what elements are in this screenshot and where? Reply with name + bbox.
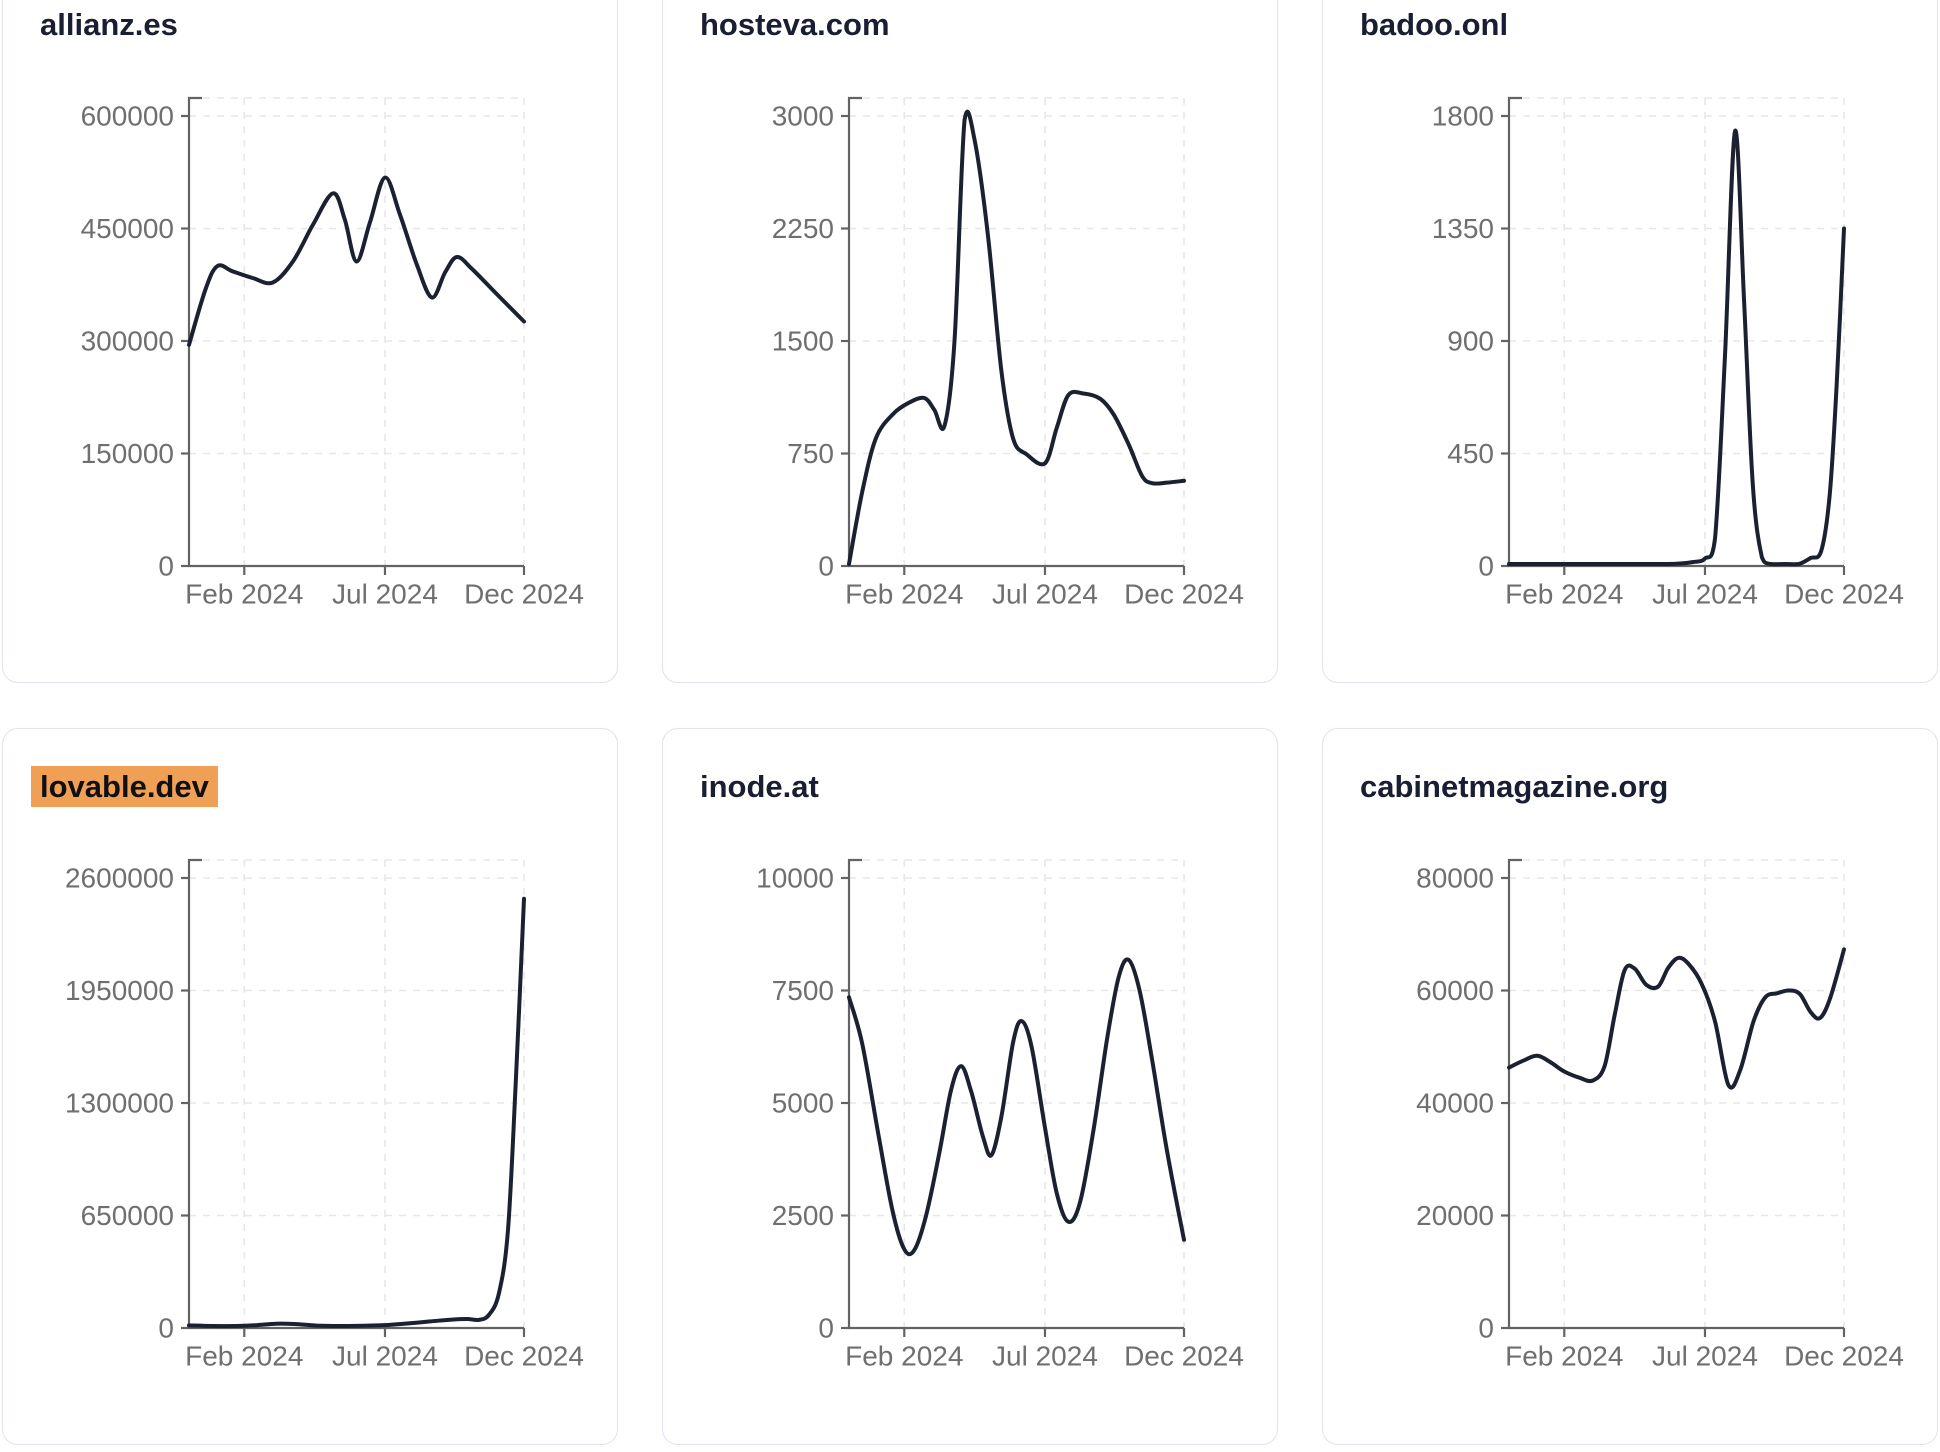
- svg-text:650000: 650000: [81, 1200, 174, 1231]
- card-title: lovable.dev: [31, 766, 218, 807]
- svg-text:Dec 2024: Dec 2024: [464, 579, 584, 610]
- svg-text:1800: 1800: [1432, 101, 1494, 132]
- svg-text:Jul 2024: Jul 2024: [332, 1341, 438, 1372]
- svg-text:2500: 2500: [772, 1200, 834, 1231]
- line-chart: 0 450 900 1350 1800 Feb 2024 Jul 2024 Dec 2024: [1432, 96, 1904, 610]
- svg-text:10000: 10000: [756, 863, 834, 894]
- line-chart: 0 2500 5000 7500 10000 Feb 2024 Jul 2024 Dec 20…: [756, 858, 1244, 1372]
- chart-card-allianz-es[interactable]: allianz.es 0 150000 300000 450000 600000 Feb …: [2, 0, 618, 683]
- chart-card-lovable-dev[interactable]: lovable.dev 0 650000 1300000 1950000 2600000…: [2, 728, 618, 1445]
- svg-text:60000: 60000: [1416, 975, 1494, 1006]
- svg-text:450000: 450000: [81, 213, 174, 244]
- line-chart: 0 650000 1300000 1950000 2600000 Feb 2024 Jul …: [65, 858, 584, 1372]
- svg-text:Jul 2024: Jul 2024: [992, 579, 1098, 610]
- svg-text:1500: 1500: [772, 326, 834, 357]
- domain-title: inode.at: [700, 769, 819, 804]
- svg-text:20000: 20000: [1416, 1200, 1494, 1231]
- svg-text:80000: 80000: [1416, 863, 1494, 894]
- svg-text:Feb 2024: Feb 2024: [185, 579, 303, 610]
- svg-text:0: 0: [158, 1313, 174, 1344]
- svg-text:1950000: 1950000: [65, 975, 174, 1006]
- svg-text:150000: 150000: [81, 438, 174, 469]
- svg-text:Dec 2024: Dec 2024: [464, 1341, 584, 1372]
- chart-card-inode-at[interactable]: inode.at 0 2500 5000 7500 10000 Feb 2024 Jul 2…: [662, 728, 1278, 1445]
- svg-text:0: 0: [818, 1313, 834, 1344]
- svg-text:1350: 1350: [1432, 213, 1494, 244]
- svg-text:40000: 40000: [1416, 1088, 1494, 1119]
- chart-card-badoo-onl[interactable]: badoo.onl 0 450 900 1350 1800 Feb 2024 Jul 202…: [1322, 0, 1938, 683]
- line-chart: 0 20000 40000 60000 80000 Feb 2024 Jul 2024 Dec…: [1416, 858, 1904, 1372]
- card-title: hosteva.com: [700, 5, 890, 45]
- svg-text:Feb 2024: Feb 2024: [1505, 579, 1623, 610]
- svg-text:1300000: 1300000: [65, 1088, 174, 1119]
- svg-text:7500: 7500: [772, 975, 834, 1006]
- svg-text:Dec 2024: Dec 2024: [1784, 1341, 1904, 1372]
- card-title: allianz.es: [40, 5, 178, 45]
- domain-title: allianz.es: [40, 7, 178, 42]
- card-title: badoo.onl: [1360, 5, 1508, 45]
- svg-text:Feb 2024: Feb 2024: [185, 1341, 303, 1372]
- svg-text:0: 0: [1478, 1313, 1494, 1344]
- svg-text:600000: 600000: [81, 101, 174, 132]
- svg-text:Dec 2024: Dec 2024: [1124, 579, 1244, 610]
- domain-title: badoo.onl: [1360, 7, 1509, 42]
- chart-card-hosteva-com[interactable]: hosteva.com 0 750 1500 2250 3000 Feb 2024 Jul …: [662, 0, 1278, 683]
- svg-text:Feb 2024: Feb 2024: [845, 1341, 963, 1372]
- svg-text:900: 900: [1447, 326, 1494, 357]
- svg-text:0: 0: [818, 551, 834, 582]
- svg-text:3000: 3000: [772, 101, 834, 132]
- line-chart: 0 750 1500 2250 3000 Feb 2024 Jul 2024 Dec 2024: [772, 96, 1244, 610]
- domain-title: cabinetmagazine.org: [1360, 769, 1669, 804]
- card-title: cabinetmagazine.org: [1360, 767, 1668, 807]
- svg-text:Dec 2024: Dec 2024: [1124, 1341, 1244, 1372]
- svg-text:2600000: 2600000: [65, 863, 174, 894]
- svg-text:Feb 2024: Feb 2024: [845, 579, 963, 610]
- svg-text:Jul 2024: Jul 2024: [332, 579, 438, 610]
- svg-text:Jul 2024: Jul 2024: [992, 1341, 1098, 1372]
- line-chart: 0 150000 300000 450000 600000 Feb 2024 Jul 202…: [81, 96, 584, 610]
- svg-text:Jul 2024: Jul 2024: [1652, 579, 1758, 610]
- svg-text:Dec 2024: Dec 2024: [1784, 579, 1904, 610]
- svg-text:Jul 2024: Jul 2024: [1652, 1341, 1758, 1372]
- domain-title-highlighted: lovable.dev: [31, 766, 218, 807]
- svg-text:Feb 2024: Feb 2024: [1505, 1341, 1623, 1372]
- svg-text:750: 750: [787, 438, 834, 469]
- card-title: inode.at: [700, 767, 819, 807]
- domain-title: hosteva.com: [700, 7, 890, 42]
- svg-text:300000: 300000: [81, 326, 174, 357]
- svg-text:0: 0: [158, 551, 174, 582]
- svg-text:450: 450: [1447, 438, 1494, 469]
- svg-text:0: 0: [1478, 551, 1494, 582]
- chart-card-cabinetmagazine-org[interactable]: cabinetmagazine.org 0 20000 40000 60000 8000…: [1322, 728, 1938, 1445]
- svg-text:2250: 2250: [772, 213, 834, 244]
- svg-text:5000: 5000: [772, 1088, 834, 1119]
